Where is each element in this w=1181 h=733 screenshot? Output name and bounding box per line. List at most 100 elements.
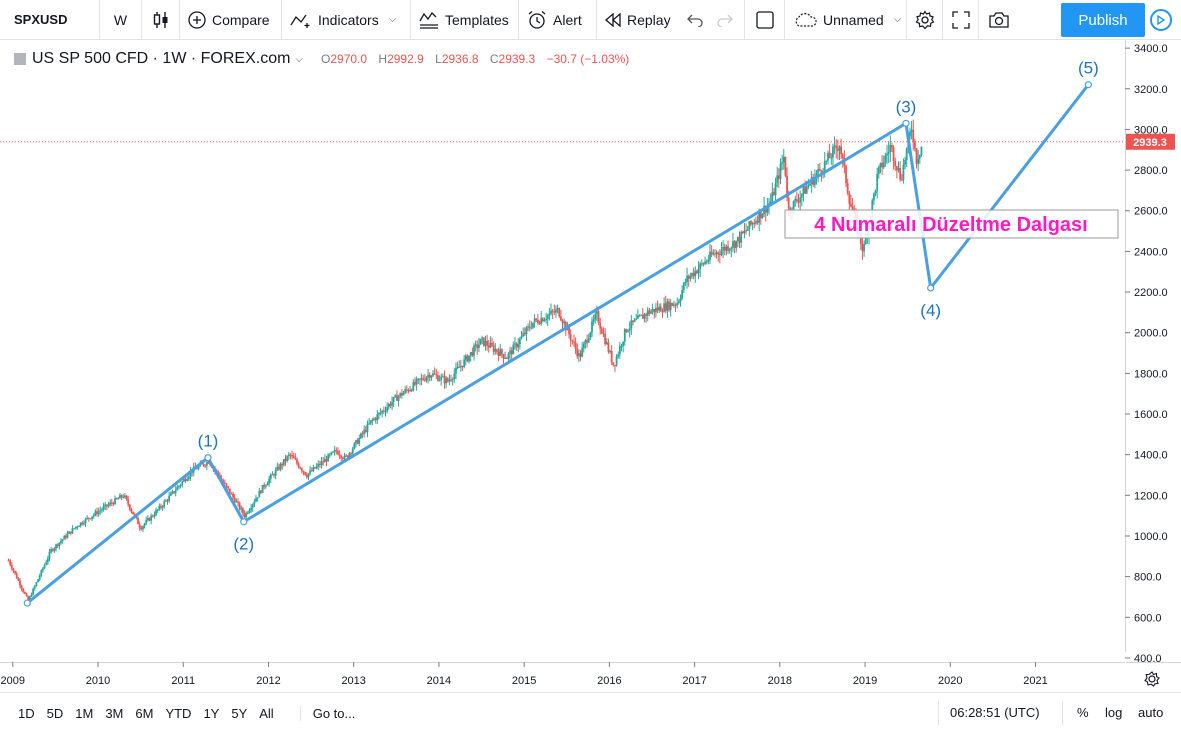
- range-1d[interactable]: 1D: [18, 705, 35, 721]
- candle-body: [473, 345, 475, 356]
- candle: [235, 498, 238, 503]
- candle: [335, 447, 338, 455]
- chart-canvas[interactable]: 3400.0 3200.0 3000.0 2800.0 2600.0 2400.0 2200…: [0, 40, 1181, 692]
- range-1m[interactable]: 1M: [75, 705, 94, 721]
- candle: [755, 216, 757, 226]
- alert-button[interactable]: Alert: [519, 0, 597, 40]
- clock[interactable]: 06:28:51 (UTC): [950, 705, 1040, 720]
- candle: [12, 567, 15, 574]
- layout-button[interactable]: Unnamed ⌵: [785, 0, 907, 40]
- goto-button[interactable]: Go to...: [299, 705, 355, 721]
- correction-wave-annotation[interactable]: 4 Numaralı Düzeltme Dalgası: [784, 209, 1119, 239]
- candle-body: [777, 175, 780, 179]
- candle-body: [115, 498, 118, 500]
- candle-body: [736, 237, 739, 241]
- candle: [623, 328, 626, 346]
- candle: [827, 150, 829, 165]
- candle-body: [602, 333, 605, 335]
- undo-button[interactable]: [683, 0, 711, 40]
- time-scale[interactable]: 2009 2010 2011 2012 2013 2014 2015 2016 2017 2018…: [1, 662, 1048, 687]
- publish-button[interactable]: Publish: [1061, 3, 1145, 37]
- candle-body: [25, 593, 28, 597]
- candle: [79, 522, 82, 528]
- candle: [917, 149, 920, 172]
- candle-body: [302, 471, 305, 473]
- candle: [225, 483, 228, 489]
- range-1y[interactable]: 1Y: [203, 705, 220, 721]
- play-button[interactable]: [1145, 3, 1177, 37]
- range-6m[interactable]: 6M: [135, 705, 154, 721]
- candle-body: [717, 252, 720, 255]
- range-5y[interactable]: 5Y: [231, 705, 248, 721]
- range-ytd[interactable]: YTD: [165, 705, 192, 721]
- candle: [905, 147, 908, 168]
- snapshot-button[interactable]: [979, 0, 1018, 40]
- templates-button[interactable]: Templates: [411, 0, 519, 40]
- square-icon: [755, 10, 774, 29]
- wave-point-handle[interactable]: [23, 599, 31, 607]
- candle-body: [187, 476, 190, 480]
- candle: [740, 230, 743, 249]
- candle: [728, 247, 731, 254]
- candle: [187, 475, 190, 482]
- fullscreen-button[interactable]: [943, 0, 979, 40]
- candle: [396, 390, 398, 402]
- scale-settings-button[interactable]: [1144, 671, 1160, 687]
- candle-body: [445, 378, 448, 384]
- chevron-down-icon[interactable]: ⌵: [295, 53, 304, 65]
- wave-point-handle[interactable]: [902, 119, 910, 127]
- candle-body: [694, 270, 697, 277]
- chevron-down-icon[interactable]: ⌵: [893, 14, 902, 25]
- wave-line[interactable]: [26, 83, 1090, 605]
- candle: [838, 145, 841, 161]
- candle-body: [50, 549, 53, 552]
- wave-point-handle[interactable]: [1084, 81, 1092, 89]
- candle-body: [569, 334, 572, 341]
- candle: [645, 312, 647, 323]
- candle-body: [540, 318, 543, 324]
- interval-button[interactable]: W: [100, 0, 142, 40]
- wave-point-handle[interactable]: [927, 284, 935, 292]
- candle-body: [453, 373, 456, 380]
- chevron-down-icon[interactable]: ⌵: [388, 14, 397, 25]
- candle-body: [682, 282, 685, 291]
- redo-button[interactable]: [711, 0, 745, 40]
- redo-icon: [717, 13, 733, 27]
- price-chart[interactable]: 3400.0 3200.0 3000.0 2800.0 2600.0 2400.0 2200…: [0, 40, 1181, 692]
- settings-button[interactable]: [907, 0, 943, 40]
- chart-legend: US SP 500 CFD · 1W · FOREX.com ⌵ O2970.0…: [14, 50, 637, 68]
- series-title[interactable]: US SP 500 CFD · 1W · FOREX.com: [32, 50, 291, 67]
- range-3m[interactable]: 3M: [105, 705, 124, 721]
- open-key: O: [321, 52, 331, 66]
- wave-point-handle[interactable]: [240, 518, 248, 526]
- candle: [891, 142, 893, 153]
- symbol-search[interactable]: SPXUSD: [0, 0, 100, 40]
- chart-type-button[interactable]: [142, 0, 180, 40]
- fullscreen-chart-button[interactable]: [745, 0, 785, 40]
- candle-body: [715, 252, 718, 255]
- candle-body: [317, 463, 320, 467]
- candle-body: [174, 490, 177, 493]
- wave-point-handle[interactable]: [204, 454, 212, 462]
- candle-body: [246, 512, 249, 514]
- replay-button[interactable]: Replay: [597, 0, 683, 40]
- candle: [302, 470, 305, 476]
- indicators-button[interactable]: Indicators ⌵: [282, 0, 411, 40]
- candle: [630, 315, 633, 335]
- range-5d[interactable]: 5D: [46, 705, 64, 721]
- candle: [673, 300, 675, 308]
- range-all[interactable]: All: [259, 705, 274, 721]
- auto-toggle[interactable]: auto: [1138, 705, 1164, 720]
- percent-toggle[interactable]: %: [1077, 705, 1089, 720]
- candle-body: [24, 591, 26, 594]
- candle: [101, 507, 103, 514]
- close-key: C: [489, 52, 499, 66]
- log-toggle[interactable]: log: [1105, 705, 1123, 720]
- candle-body: [74, 526, 77, 529]
- price-scale[interactable]: 3400.0 3200.0 3000.0 2800.0 2600.0 2400.0 2200…: [1125, 43, 1168, 665]
- price-tick-label: 3400.0: [1134, 43, 1168, 55]
- candle: [409, 385, 411, 392]
- compare-button[interactable]: Compare: [180, 0, 282, 40]
- elliott-wave-drawing[interactable]: (1) (2) (3) (4) (5): [23, 59, 1099, 607]
- candle: [250, 504, 252, 513]
